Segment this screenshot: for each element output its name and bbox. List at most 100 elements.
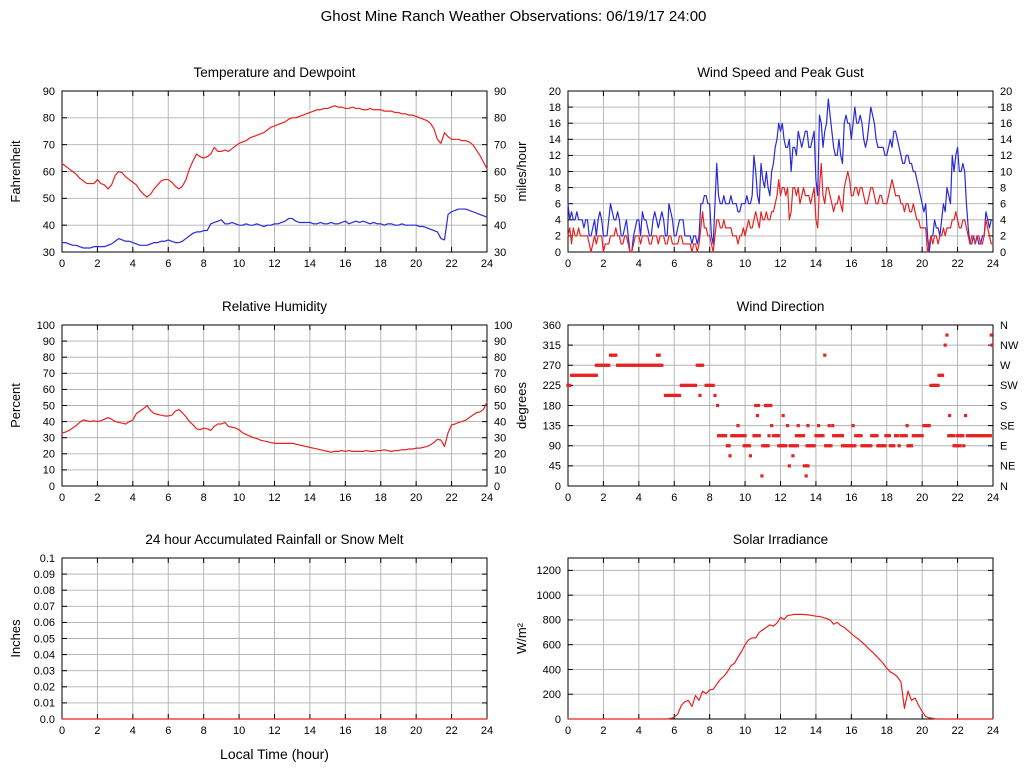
y-tick-label: 0.01 bbox=[34, 698, 55, 710]
series-wind-direction-dots bbox=[566, 333, 994, 478]
x-tick-label: 6 bbox=[165, 492, 171, 504]
y-right-tick-label: 0 bbox=[494, 481, 500, 493]
x-tick-label: 14 bbox=[304, 725, 316, 737]
y-right-tick-label: 50 bbox=[494, 193, 506, 205]
x-tick-label: 20 bbox=[410, 725, 422, 737]
x-tick-label: 16 bbox=[339, 492, 351, 504]
y-tick-label: 2 bbox=[555, 231, 561, 243]
y-right-tick-label: 12 bbox=[1000, 150, 1012, 162]
y-tick-label: 180 bbox=[543, 400, 561, 412]
x-tick-label: 16 bbox=[339, 725, 351, 737]
chart-title: Solar Irradiance bbox=[733, 532, 828, 547]
y-tick-label: 0.0 bbox=[40, 714, 55, 726]
x-tick-label: 14 bbox=[810, 492, 822, 504]
y-right-tick-label: S bbox=[1000, 400, 1007, 412]
y-tick-label: 0.05 bbox=[34, 633, 55, 645]
x-tick-label: 0 bbox=[565, 492, 571, 504]
axes-border bbox=[61, 324, 488, 487]
y-tick-label: 50 bbox=[43, 400, 55, 412]
x-tick-label: 24 bbox=[481, 492, 493, 504]
x-tick-label: 6 bbox=[165, 725, 171, 737]
x-tick-label: 18 bbox=[375, 725, 387, 737]
y-right-tick-label: NW bbox=[1000, 340, 1019, 352]
gridlines bbox=[61, 557, 488, 720]
x-tick-label: 24 bbox=[987, 492, 999, 504]
x-tick-label: 20 bbox=[410, 492, 422, 504]
y-tick-label: 90 bbox=[549, 441, 561, 453]
x-tick-label: 8 bbox=[707, 258, 713, 270]
y-tick-label: 10 bbox=[43, 465, 55, 477]
x-tick-label: 4 bbox=[130, 725, 136, 737]
gridlines bbox=[567, 90, 994, 253]
y-tick-label: 70 bbox=[43, 368, 55, 380]
x-tick-label: 12 bbox=[268, 258, 280, 270]
x-tick-label: 12 bbox=[774, 258, 786, 270]
y-axis-label: degrees bbox=[514, 382, 529, 429]
y-right-tick-label: 4 bbox=[1000, 215, 1006, 227]
x-tick-label: 14 bbox=[810, 725, 822, 737]
x-tick-label: 4 bbox=[636, 258, 642, 270]
x-tick-label: 6 bbox=[671, 492, 677, 504]
y-tick-label: 80 bbox=[43, 352, 55, 364]
y-right-tick-label: E bbox=[1000, 441, 1007, 453]
y-right-tick-label: 50 bbox=[494, 400, 506, 412]
y-right-tick-label: 18 bbox=[1000, 102, 1012, 114]
y-right-tick-label: SE bbox=[1000, 420, 1015, 432]
axes-border bbox=[61, 557, 488, 720]
y-right-tick-label: N bbox=[1000, 320, 1008, 332]
y-tick-label: 0.06 bbox=[34, 617, 55, 629]
series-dewpoint bbox=[61, 208, 488, 249]
y-tick-label: 90 bbox=[43, 86, 55, 98]
x-tick-label: 10 bbox=[233, 258, 245, 270]
y-tick-label: 270 bbox=[543, 360, 561, 372]
y-right-tick-label: SW bbox=[1000, 380, 1018, 392]
x-tick-label: 2 bbox=[94, 258, 100, 270]
x-tick-label: 10 bbox=[233, 725, 245, 737]
y-tick-label: 14 bbox=[549, 134, 561, 146]
y-tick-label: 12 bbox=[549, 150, 561, 162]
y-right-tick-label: 14 bbox=[1000, 134, 1012, 146]
y-tick-label: 50 bbox=[43, 193, 55, 205]
x-tick-label: 8 bbox=[201, 725, 207, 737]
y-tick-label: 1000 bbox=[537, 590, 561, 602]
y-tick-label: 100 bbox=[37, 320, 55, 332]
axis-labels: 24 hour Accumulated Rainfall or Snow Mel… bbox=[8, 532, 493, 762]
y-tick-label: 135 bbox=[543, 420, 561, 432]
x-tick-label: 20 bbox=[916, 725, 928, 737]
y-right-tick-label: NE bbox=[1000, 461, 1015, 473]
x-tick-label: 16 bbox=[845, 492, 857, 504]
axes-border bbox=[567, 90, 994, 253]
x-tick-label: 2 bbox=[600, 258, 606, 270]
y-tick-label: 40 bbox=[43, 220, 55, 232]
y-right-tick-label: 30 bbox=[494, 433, 506, 445]
y-tick-label: 70 bbox=[43, 139, 55, 151]
y-right-tick-label: 30 bbox=[494, 247, 506, 259]
y-tick-label: 0.08 bbox=[34, 585, 55, 597]
y-tick-label: 0 bbox=[555, 247, 561, 259]
x-tick-label: 20 bbox=[916, 258, 928, 270]
y-tick-label: 400 bbox=[543, 664, 561, 676]
y-right-tick-label: 10 bbox=[1000, 166, 1012, 178]
y-right-tick-label: 90 bbox=[494, 86, 506, 98]
x-tick-label: 18 bbox=[881, 258, 893, 270]
chart-rainfall: 24 hour Accumulated Rainfall or Snow Mel… bbox=[8, 532, 493, 762]
x-tick-label: 14 bbox=[304, 492, 316, 504]
x-tick-label: 8 bbox=[707, 492, 713, 504]
x-tick-label: 12 bbox=[774, 725, 786, 737]
y-tick-label: 60 bbox=[43, 384, 55, 396]
x-tick-label: 24 bbox=[987, 725, 999, 737]
y-tick-label: 16 bbox=[549, 118, 561, 130]
x-tick-label: 10 bbox=[233, 492, 245, 504]
y-tick-label: 0.1 bbox=[40, 553, 55, 565]
y-right-tick-label: 80 bbox=[494, 113, 506, 125]
x-tick-label: 18 bbox=[375, 258, 387, 270]
y-axis-label: Inches bbox=[8, 619, 23, 658]
x-tick-label: 22 bbox=[445, 725, 457, 737]
x-tick-label: 12 bbox=[774, 492, 786, 504]
